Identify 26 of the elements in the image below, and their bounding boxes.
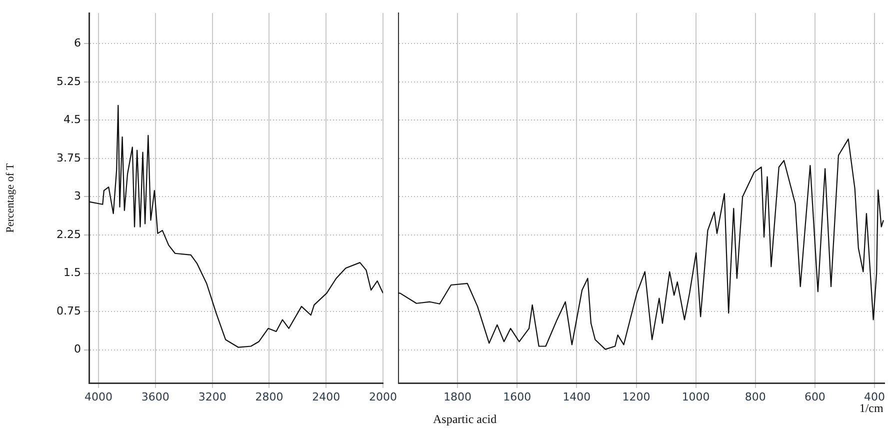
text: Aspartic acid bbox=[433, 412, 497, 427]
x-tick-label: 1200 bbox=[622, 390, 650, 404]
x-tick-label: 4000 bbox=[84, 390, 113, 404]
x-tick-label: 3200 bbox=[198, 390, 226, 404]
x-tick-label: 1400 bbox=[562, 390, 591, 404]
y-tick-label: 6 bbox=[74, 36, 81, 50]
y-tick-label: 3 bbox=[74, 190, 81, 203]
x-tick-label: 1600 bbox=[503, 390, 532, 404]
x-tick-label: 800 bbox=[744, 390, 766, 404]
x-tick-label: 1800 bbox=[444, 390, 472, 404]
y-tick-label: 3.75 bbox=[56, 151, 81, 164]
x-tick-label: 600 bbox=[804, 390, 826, 404]
x-tick-label: 2000 bbox=[369, 390, 398, 404]
y-tick-label: 0.75 bbox=[56, 304, 81, 318]
x-tick-label: 400 bbox=[864, 390, 885, 404]
y-tick-label: 5.25 bbox=[56, 74, 81, 88]
y-tick-label: 4.5 bbox=[64, 113, 81, 126]
y-tick-label: 1.5 bbox=[64, 266, 81, 280]
x-tick-label: 1000 bbox=[682, 390, 710, 404]
x-tick-label: 2400 bbox=[312, 390, 340, 404]
y-axis-title: Percentage of T bbox=[4, 163, 16, 233]
y-tick-label: 0 bbox=[74, 342, 81, 356]
x-tick-label: 2800 bbox=[255, 390, 284, 404]
x-tick-label: 3600 bbox=[141, 390, 170, 404]
x-axis-title: 1/cm bbox=[859, 401, 884, 416]
y-tick-label: 2.25 bbox=[56, 228, 81, 241]
